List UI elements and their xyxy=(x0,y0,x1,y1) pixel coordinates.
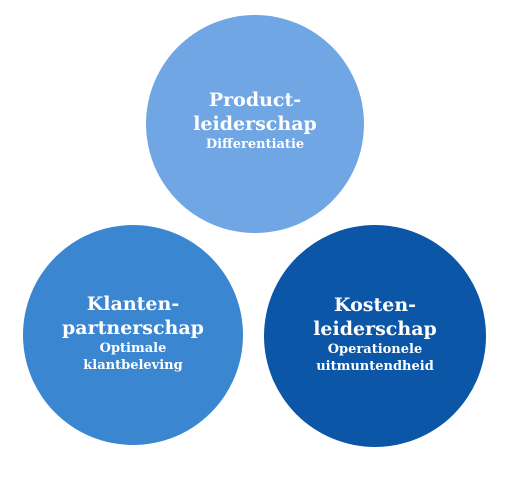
circle-title: Klanten- partnerschap xyxy=(62,293,204,339)
circle-subtitle: Optimale klantbeleving xyxy=(83,341,183,373)
circle-subtitle: Operationele uitmuntendheid xyxy=(316,342,434,374)
circle-product-leadership: Product- leiderschap Differentiatie xyxy=(146,15,364,233)
circle-customer-intimacy: Klanten- partnerschap Optimale klantbele… xyxy=(23,225,243,445)
circle-title: Product- leiderschap xyxy=(193,88,317,135)
circle-subtitle: Differentiatie xyxy=(205,136,305,152)
circle-cost-leadership: Kosten- leiderschap Operationele uitmunt… xyxy=(264,225,486,447)
circle-title: Kosten- leiderschap xyxy=(313,294,437,340)
